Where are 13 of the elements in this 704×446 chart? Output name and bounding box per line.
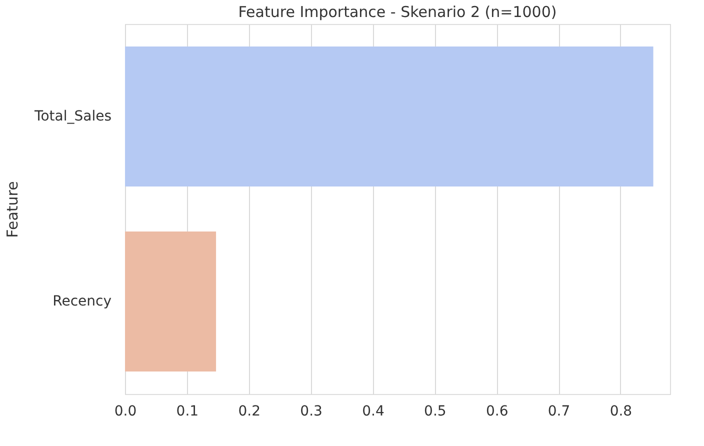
x-tick-label: 0.4 xyxy=(362,404,384,420)
y-tick-label: Total_Sales xyxy=(34,108,112,124)
y-tick-label: Recency xyxy=(52,294,112,310)
x-tick-label: 0.6 xyxy=(486,404,508,420)
x-tick-label: 0.5 xyxy=(424,404,446,420)
y-axis-title: Feature xyxy=(4,181,22,238)
x-tick-label: 0.0 xyxy=(114,404,137,420)
x-tick-label: 0.8 xyxy=(610,404,632,420)
x-tick-label: 0.3 xyxy=(300,404,322,420)
x-tick-label: 0.1 xyxy=(176,404,199,420)
x-tick-label: 0.2 xyxy=(238,404,260,420)
chart-title: Feature Importance - Skenario 2 (n=1000) xyxy=(238,3,557,21)
x-tick-label: 0.7 xyxy=(548,404,570,420)
